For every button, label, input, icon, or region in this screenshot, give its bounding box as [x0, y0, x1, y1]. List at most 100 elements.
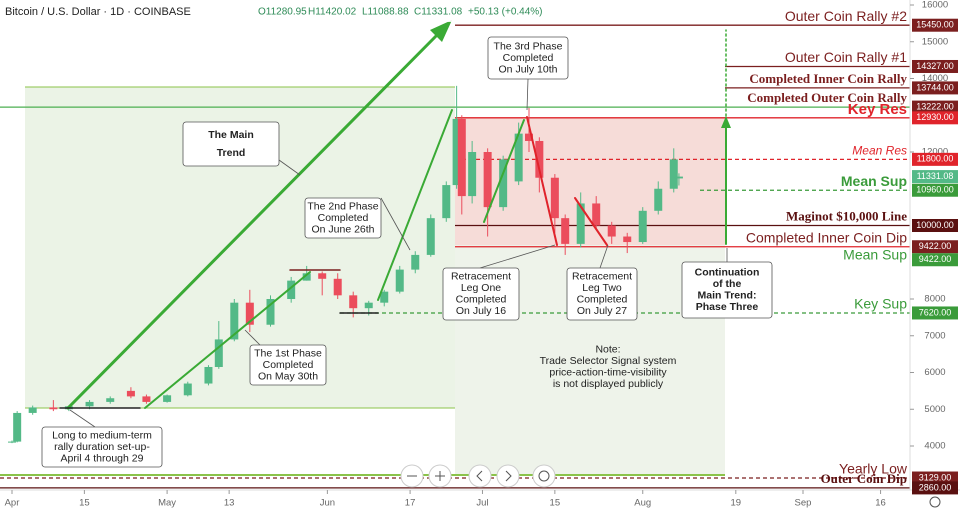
- candle-body: [514, 133, 523, 182]
- icon: [476, 470, 483, 482]
- candle-body: [452, 118, 461, 186]
- callout-tail: [479, 244, 556, 269]
- level-label: Outer Coin Rally #1: [785, 49, 907, 65]
- y-tick-label: 7000: [924, 330, 945, 341]
- price-tag-label: 12930.00: [916, 112, 954, 122]
- candle-body: [623, 236, 632, 243]
- ticks: 4000 5000 6000 7000 8000 12000 14000 15000 16000…: [5, 0, 949, 509]
- price-tag-label: 9422.00: [919, 254, 952, 264]
- y-tick-label: 5000: [924, 404, 945, 415]
- candle-body: [674, 176, 683, 179]
- callout-box: [681, 261, 773, 319]
- candle-body: [230, 302, 239, 340]
- open: O11280.95: [258, 7, 307, 18]
- candle-body: [318, 273, 327, 279]
- callout-text: Completed: [456, 294, 507, 306]
- callout-text: On June 26th: [311, 223, 374, 235]
- scroll-left[interactable]: [468, 464, 492, 488]
- callout-text: On July 10th: [499, 63, 558, 75]
- level-label: Key Sup: [854, 296, 907, 312]
- callout-text: Retracement: [572, 271, 632, 283]
- callout-text: The Main: [208, 129, 254, 141]
- callout-box: [41, 426, 163, 468]
- arrow-head: [721, 116, 731, 128]
- price-tag-label: 10000.00: [916, 220, 954, 230]
- price-tag: [912, 152, 958, 166]
- level-label: Mean Sup: [843, 246, 907, 262]
- callout-box: [304, 197, 382, 239]
- price-tag: [912, 306, 958, 320]
- price-tags: 15450.00 14327.00 13744.00 13222.0012930.00…: [912, 18, 958, 495]
- price-tag-label: 13744.00: [916, 82, 954, 92]
- candle-body: [607, 225, 616, 237]
- x-tick-label: 15: [550, 498, 561, 509]
- toolbar: [400, 464, 941, 508]
- candle-body: [13, 412, 22, 442]
- callout-box: [249, 344, 327, 386]
- candle-body: [380, 291, 389, 303]
- callout-text: Trend: [217, 147, 246, 159]
- settings[interactable]: [929, 496, 941, 508]
- icon: [538, 470, 550, 482]
- candle-body: [550, 177, 559, 219]
- callout-tail: [278, 159, 301, 176]
- phase3-arrow: [483, 119, 525, 223]
- callout-box: [442, 267, 520, 321]
- candle-body: [183, 383, 192, 396]
- callout-tail: [244, 329, 261, 346]
- levels: Outer Coin Rally #2 Outer Coin Rally #1 Co…: [0, 8, 910, 489]
- candle-body: [395, 269, 404, 292]
- level-label: Yearly Low: [839, 461, 908, 477]
- callout-text: Phase Three: [696, 301, 759, 313]
- price-tag-label: 13222.00: [916, 101, 954, 111]
- scroll-right[interactable]: [496, 464, 520, 488]
- price-tag-label: 3129.00: [919, 472, 952, 482]
- header: Bitcoin / U.S. Dollar · 1D · COINBASE O1…: [0, 2, 543, 22]
- phase2-arrow: [377, 109, 453, 301]
- change: +50.13 (+0.44%): [468, 7, 543, 18]
- candle-body: [266, 299, 275, 325]
- y-tick-label: 14000: [922, 73, 948, 84]
- price-tag: [912, 59, 958, 73]
- callout-text: Long to medium-term: [52, 429, 152, 441]
- price-tag-label: 11800.00: [917, 154, 954, 164]
- callout-text: Completed: [263, 359, 314, 371]
- candle-body: [364, 302, 373, 309]
- price-tag-label: 14327.00: [916, 61, 954, 71]
- callout-text: Completed: [503, 52, 554, 64]
- reset[interactable]: [532, 464, 556, 488]
- main-trend-arrow: [66, 30, 442, 410]
- callout-text: Leg Two: [582, 282, 622, 294]
- current-price-tag: [912, 170, 958, 184]
- callout-text: Completed: [577, 294, 628, 306]
- callout-text: On July 27: [577, 305, 627, 317]
- x-tick-label: Apr: [5, 498, 20, 509]
- candle-body: [333, 278, 342, 296]
- callout-text: On July 16: [456, 305, 506, 317]
- candle-body: [49, 407, 58, 410]
- price-tag-label: 7620.00: [919, 307, 952, 317]
- header-bg: [0, 2, 500, 22]
- callout-text: The 1st Phase: [254, 347, 322, 359]
- callout-text: Trade Selector Signal system: [540, 355, 677, 367]
- candle-body: [654, 188, 663, 211]
- price-tag: [912, 471, 958, 485]
- price-tag-label: 9422.00: [919, 241, 952, 251]
- y-tick-label: 15000: [922, 36, 948, 47]
- callout-text: price-action-time-visibility: [549, 367, 667, 379]
- level-label: Completed Inner Coin Rally: [749, 71, 907, 86]
- candle-body: [442, 185, 451, 219]
- level-label: Mean Sup: [841, 173, 907, 189]
- candle-body: [535, 140, 544, 178]
- price-tag: [912, 18, 958, 32]
- symbol: Bitcoin / U.S. Dollar · 1D · COINBASE: [5, 6, 191, 18]
- y-tick-label: 8000: [924, 294, 945, 305]
- current-price-label: 11331.08: [917, 171, 954, 181]
- x-tick-label: Aug: [634, 498, 651, 509]
- callout-text: The 2nd Phase: [307, 200, 378, 212]
- x-tick-label: 15: [79, 498, 90, 509]
- callout-text: is not displayed publicly: [553, 378, 664, 390]
- price-tag: [912, 183, 958, 197]
- level-label: Outer Coin Dip: [821, 471, 907, 486]
